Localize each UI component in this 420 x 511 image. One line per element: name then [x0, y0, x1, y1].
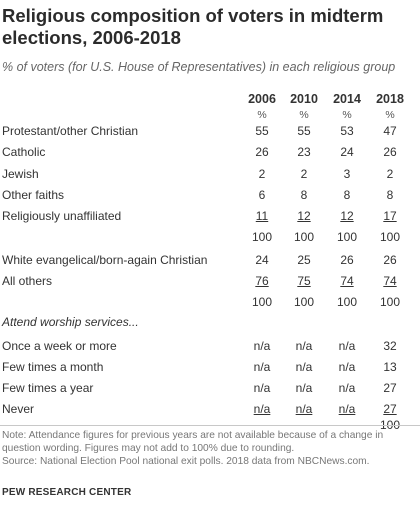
total-cell-2006: 100	[251, 295, 273, 309]
value-cell-2014: n/a	[338, 381, 356, 395]
value-cell-2018: 26	[383, 145, 397, 159]
table-row: Never n/a n/a n/a 27	[0, 402, 420, 418]
footnote: Note: Attendance figures for previous ye…	[2, 430, 384, 454]
table-row: White evangelical/born-again Christian 24…	[0, 253, 420, 269]
footer-divider	[0, 425, 420, 426]
total-cell-2014: 100	[336, 230, 358, 244]
total-cell-2010: 100	[293, 230, 315, 244]
table-row: Other faiths 6 8 8 8	[0, 188, 420, 204]
value-cell-2006: n/a	[253, 360, 271, 374]
value-cell-2010: 12	[297, 209, 311, 223]
column-unit-2014: %	[342, 109, 352, 121]
total-cell-2006: 100	[251, 230, 273, 244]
row-label: Few times a month	[2, 360, 104, 374]
table-row: Jewish 2 2 3 2	[0, 167, 420, 183]
table-row: Few times a month n/a n/a n/a 13	[0, 360, 420, 376]
total-cell-2018: 100	[379, 230, 401, 244]
column-unit-2018: %	[385, 109, 395, 121]
value-cell-2014: n/a	[338, 339, 356, 353]
value-cell-2010: 55	[297, 124, 311, 138]
value-cell-2006: n/a	[253, 339, 271, 353]
table-row: Few times a year n/a n/a n/a 27	[0, 381, 420, 397]
value-cell-2010: n/a	[295, 360, 313, 374]
column-header-2010: 2010	[290, 92, 318, 106]
value-cell-2018: 2	[386, 167, 394, 181]
value-cell-2014: n/a	[338, 360, 356, 374]
value-cell-2006: n/a	[253, 402, 271, 416]
value-cell-2018: 32	[383, 339, 397, 353]
publisher-brand: PEW RESEARCH CENTER	[2, 487, 132, 498]
table-row: Protestant/other Christian 55 55 53 47	[0, 124, 420, 140]
column-unit-2006: %	[257, 109, 267, 121]
row-label: Never	[2, 402, 35, 416]
row-label: Few times a year	[2, 381, 94, 395]
column-header-2006: 2006	[248, 92, 276, 106]
value-cell-2014: 8	[343, 188, 351, 202]
value-cell-2014: 12	[340, 209, 354, 223]
total-row: 100 100 100 100	[0, 295, 420, 311]
value-cell-2006: 76	[255, 274, 269, 288]
value-cell-2010: 2	[300, 167, 308, 181]
column-header-2014: 2014	[333, 92, 361, 106]
value-cell-2018: 13	[383, 360, 397, 374]
value-cell-2018: 47	[383, 124, 397, 138]
value-cell-2018: 8	[386, 188, 394, 202]
total-row: 100 100 100 100	[0, 230, 420, 246]
value-cell-2010: 8	[300, 188, 308, 202]
value-cell-2010: 75	[297, 274, 311, 288]
value-cell-2014: 53	[340, 124, 354, 138]
source-line: Source: National Election Pool national …	[2, 456, 370, 467]
value-cell-2010: 25	[297, 253, 311, 267]
table-row: Once a week or more n/a n/a n/a 32	[0, 339, 420, 355]
value-cell-2014: 24	[340, 145, 354, 159]
chart-title: Religious composition of voters in midte…	[2, 5, 384, 48]
row-label: Once a week or more	[2, 339, 117, 353]
value-cell-2006: 11	[255, 209, 269, 223]
row-label: Jewish	[2, 167, 39, 181]
value-cell-2006: 55	[255, 124, 269, 138]
value-cell-2018: 74	[383, 274, 397, 288]
value-cell-2006: 26	[255, 145, 269, 159]
value-cell-2018: 27	[383, 381, 397, 395]
value-cell-2018: 26	[383, 253, 397, 267]
row-label: Religiously unaffiliated	[2, 209, 122, 223]
value-cell-2014: 3	[343, 167, 351, 181]
value-cell-2010: n/a	[295, 381, 313, 395]
worship-section-label: Attend worship services...	[2, 315, 139, 329]
value-cell-2006: 24	[255, 253, 269, 267]
value-cell-2006: 6	[258, 188, 266, 202]
total-cell-2018: 100	[379, 295, 401, 309]
value-cell-2014: n/a	[338, 402, 356, 416]
table-row: Catholic 26 23 24 26	[0, 145, 420, 161]
value-cell-2010: n/a	[295, 402, 313, 416]
value-cell-2006: 2	[258, 167, 266, 181]
value-cell-2018: 27	[383, 402, 397, 416]
row-label: Other faiths	[2, 188, 65, 202]
table-row: Religiously unaffiliated 11 12 12 17	[0, 209, 420, 225]
row-label: All others	[2, 274, 53, 288]
value-cell-2018: 17	[383, 209, 397, 223]
total-cell-2014: 100	[336, 295, 358, 309]
table-row: All others 76 75 74 74	[0, 274, 420, 290]
total-cell-2010: 100	[293, 295, 315, 309]
row-label: Protestant/other Christian	[2, 124, 139, 138]
value-cell-2010: 23	[297, 145, 311, 159]
value-cell-2006: n/a	[253, 381, 271, 395]
row-label: White evangelical/born-again Christian	[2, 253, 208, 267]
row-label: Catholic	[2, 145, 46, 159]
chart-subtitle: % of voters (for U.S. House of Represent…	[2, 60, 396, 74]
column-header-2018: 2018	[376, 92, 404, 106]
value-cell-2014: 74	[340, 274, 354, 288]
column-unit-2010: %	[299, 109, 309, 121]
value-cell-2014: 26	[340, 253, 354, 267]
value-cell-2010: n/a	[295, 339, 313, 353]
